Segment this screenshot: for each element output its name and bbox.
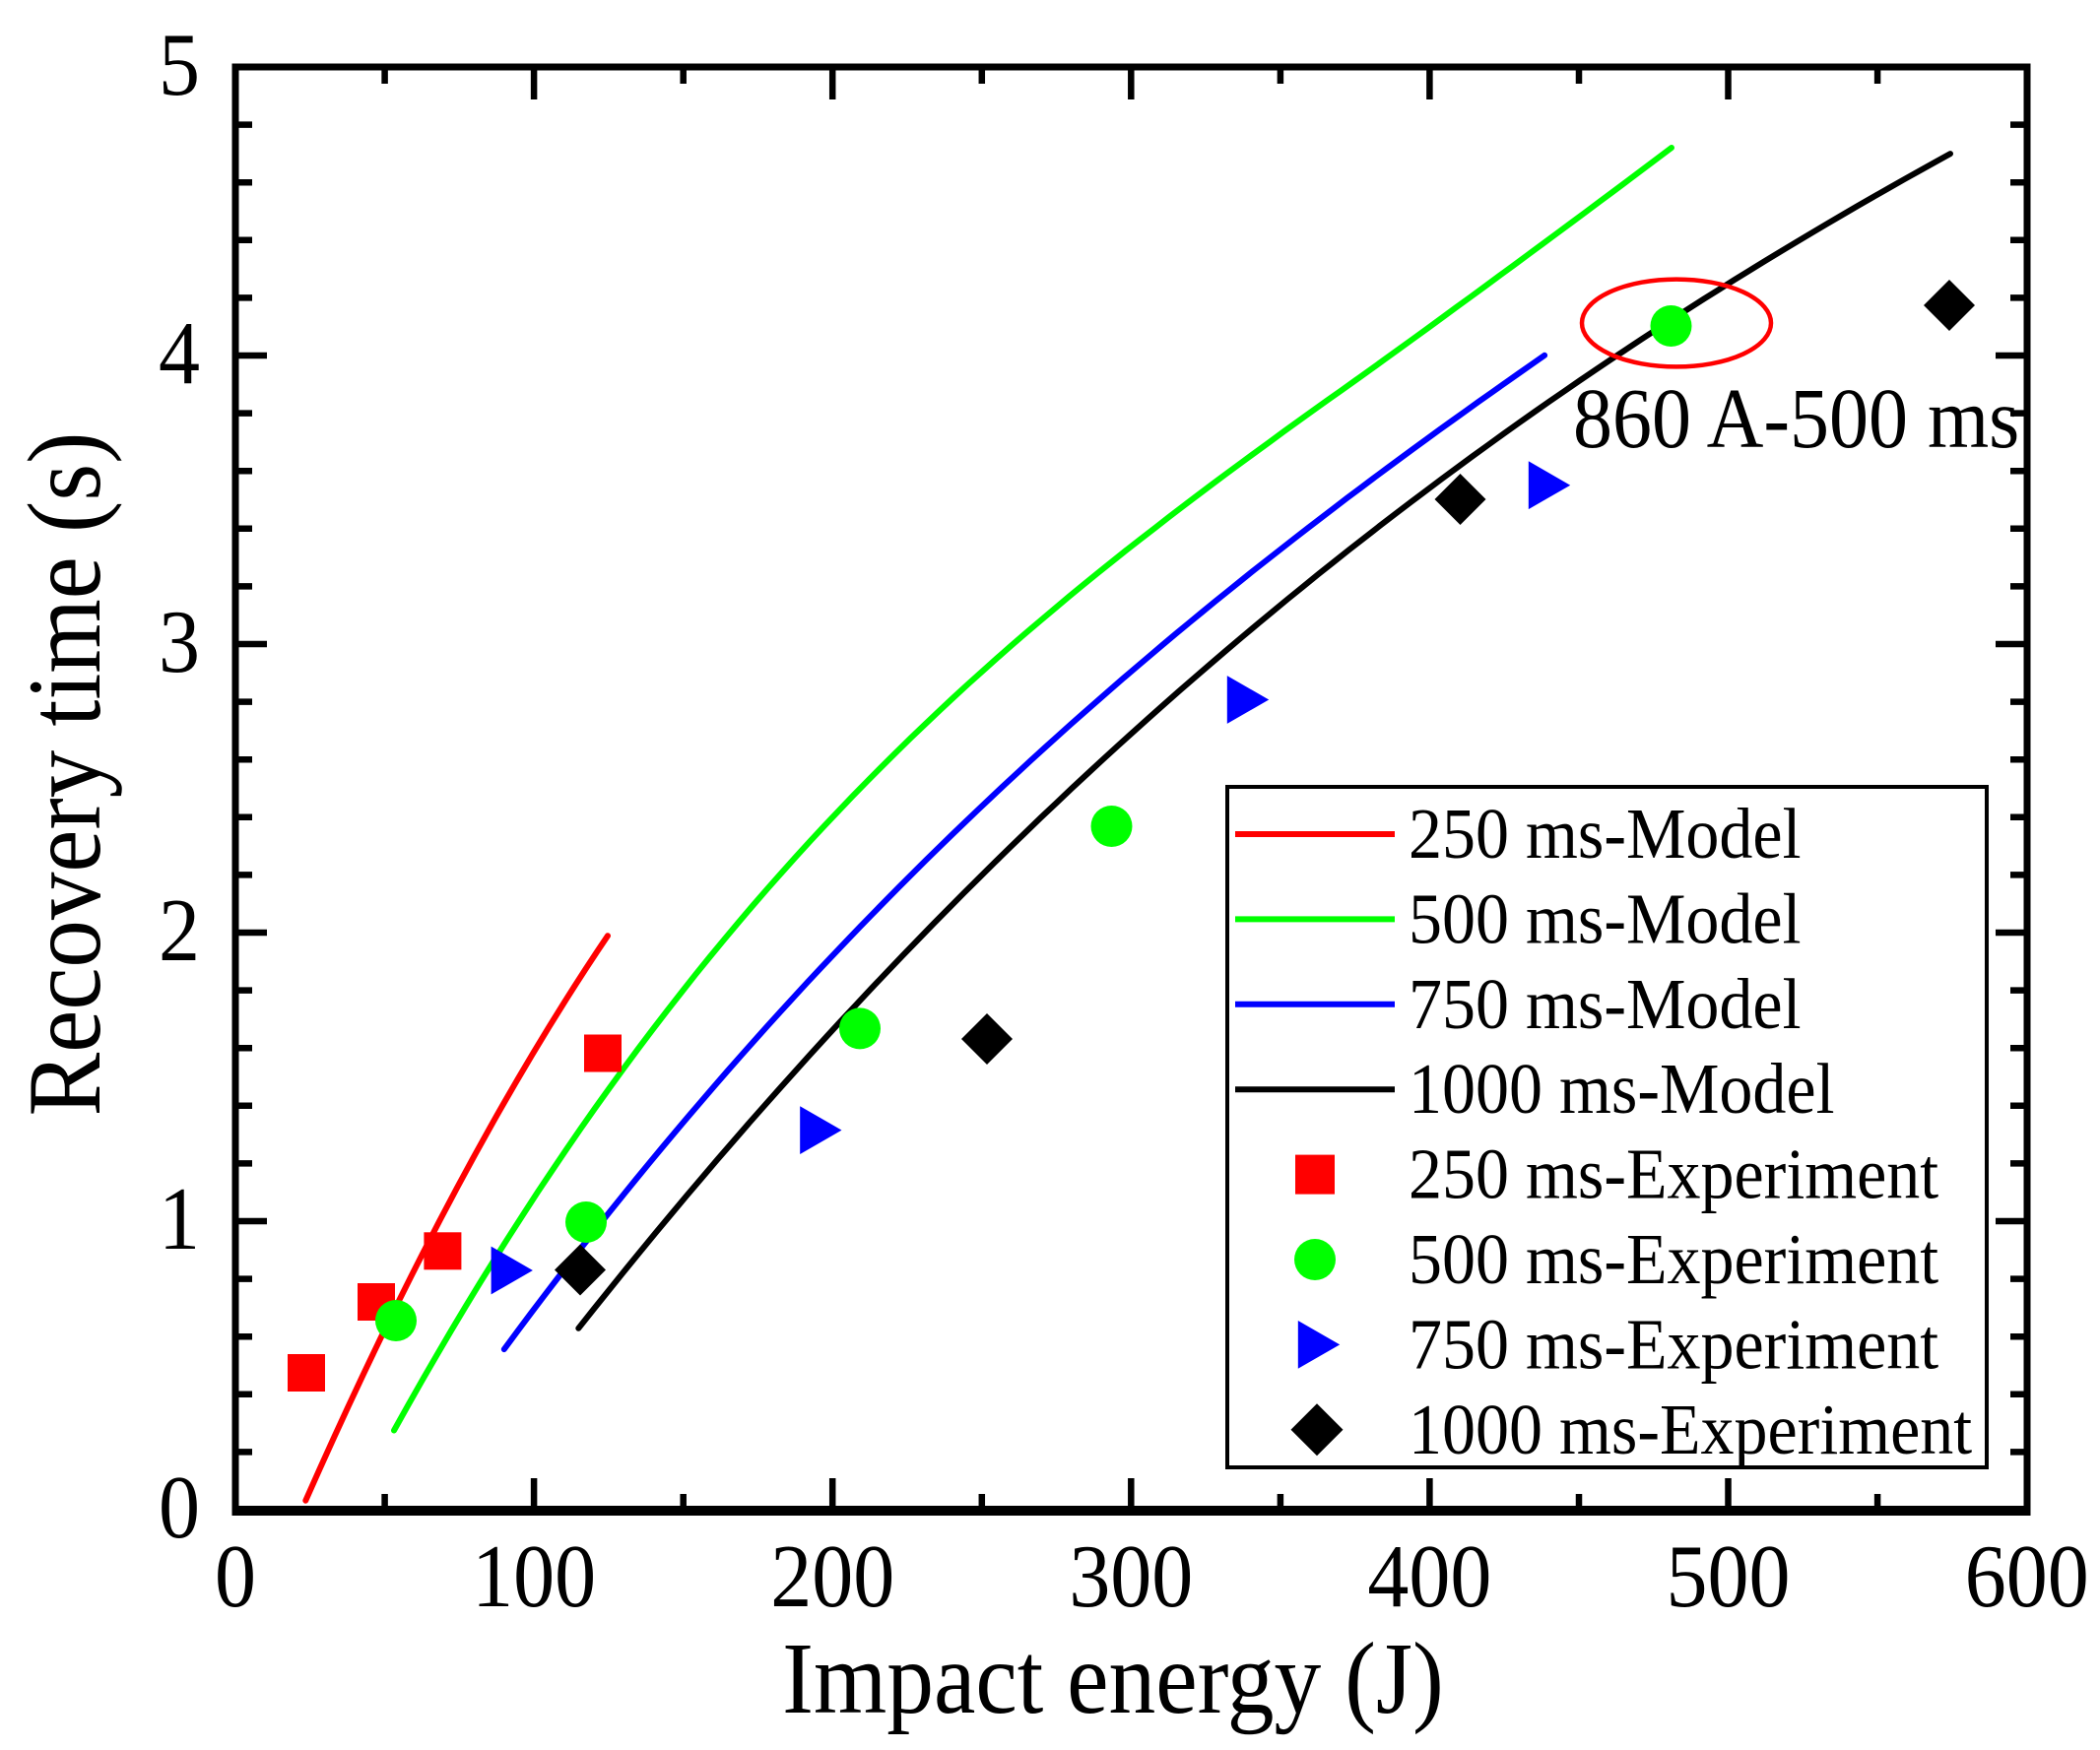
svg-text:0: 0 xyxy=(215,1526,256,1626)
svg-text:4: 4 xyxy=(159,303,200,403)
svg-text:500 ms-Experiment: 500 ms-Experiment xyxy=(1409,1220,1938,1300)
svg-text:250 ms-Model: 250 ms-Model xyxy=(1409,795,1802,875)
svg-text:1: 1 xyxy=(159,1169,200,1268)
svg-text:1000 ms-Model: 1000 ms-Model xyxy=(1409,1050,1835,1130)
svg-text:200: 200 xyxy=(770,1526,894,1626)
svg-text:1000 ms-Experiment: 1000 ms-Experiment xyxy=(1409,1390,1972,1469)
svg-text:0: 0 xyxy=(159,1458,200,1557)
svg-text:500 ms-Model: 500 ms-Model xyxy=(1409,879,1802,959)
svg-text:Recovery time (s): Recovery time (s) xyxy=(7,432,122,1117)
svg-text:600: 600 xyxy=(1965,1526,2089,1626)
svg-text:250 ms-Experiment: 250 ms-Experiment xyxy=(1409,1134,1938,1214)
svg-text:750 ms-Model: 750 ms-Model xyxy=(1409,964,1802,1044)
svg-text:2: 2 xyxy=(159,880,200,980)
svg-text:750 ms-Experiment: 750 ms-Experiment xyxy=(1409,1305,1938,1385)
svg-text:100: 100 xyxy=(472,1526,596,1626)
svg-text:5: 5 xyxy=(159,15,200,114)
svg-text:300: 300 xyxy=(1069,1526,1193,1626)
svg-text:3: 3 xyxy=(159,592,200,691)
svg-text:400: 400 xyxy=(1367,1526,1491,1626)
svg-text:860 A-500 ms: 860 A-500 ms xyxy=(1573,372,2019,466)
svg-text:Impact energy (J): Impact energy (J) xyxy=(782,1621,1444,1735)
svg-text:500: 500 xyxy=(1667,1526,1791,1626)
